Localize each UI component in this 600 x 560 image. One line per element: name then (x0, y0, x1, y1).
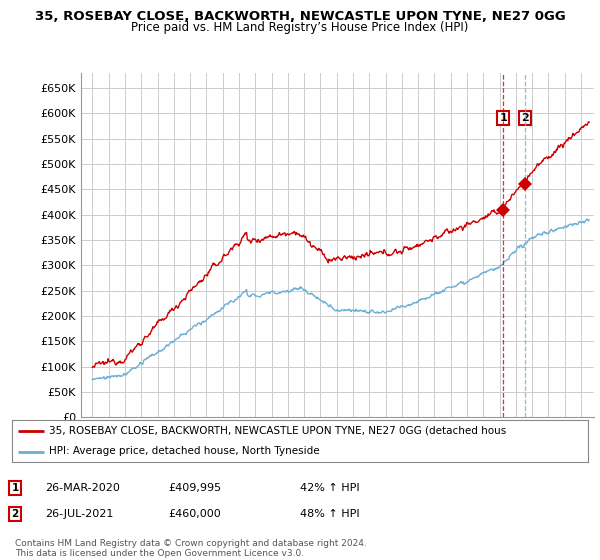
Text: 2: 2 (11, 509, 19, 519)
Text: 26-JUL-2021: 26-JUL-2021 (45, 509, 113, 519)
Text: 1: 1 (499, 113, 507, 123)
Text: HPI: Average price, detached house, North Tyneside: HPI: Average price, detached house, Nort… (49, 446, 320, 456)
Text: £460,000: £460,000 (168, 509, 221, 519)
Text: 26-MAR-2020: 26-MAR-2020 (45, 483, 120, 493)
Text: Contains HM Land Registry data © Crown copyright and database right 2024.
This d: Contains HM Land Registry data © Crown c… (15, 539, 367, 558)
Text: 2: 2 (521, 113, 529, 123)
Text: 1: 1 (11, 483, 19, 493)
Text: 48% ↑ HPI: 48% ↑ HPI (300, 509, 359, 519)
Text: 35, ROSEBAY CLOSE, BACKWORTH, NEWCASTLE UPON TYNE, NE27 0GG: 35, ROSEBAY CLOSE, BACKWORTH, NEWCASTLE … (35, 10, 565, 22)
Text: £409,995: £409,995 (168, 483, 221, 493)
Text: 35, ROSEBAY CLOSE, BACKWORTH, NEWCASTLE UPON TYNE, NE27 0GG (detached hous: 35, ROSEBAY CLOSE, BACKWORTH, NEWCASTLE … (49, 426, 506, 436)
Text: 42% ↑ HPI: 42% ↑ HPI (300, 483, 359, 493)
Text: Price paid vs. HM Land Registry’s House Price Index (HPI): Price paid vs. HM Land Registry’s House … (131, 21, 469, 34)
